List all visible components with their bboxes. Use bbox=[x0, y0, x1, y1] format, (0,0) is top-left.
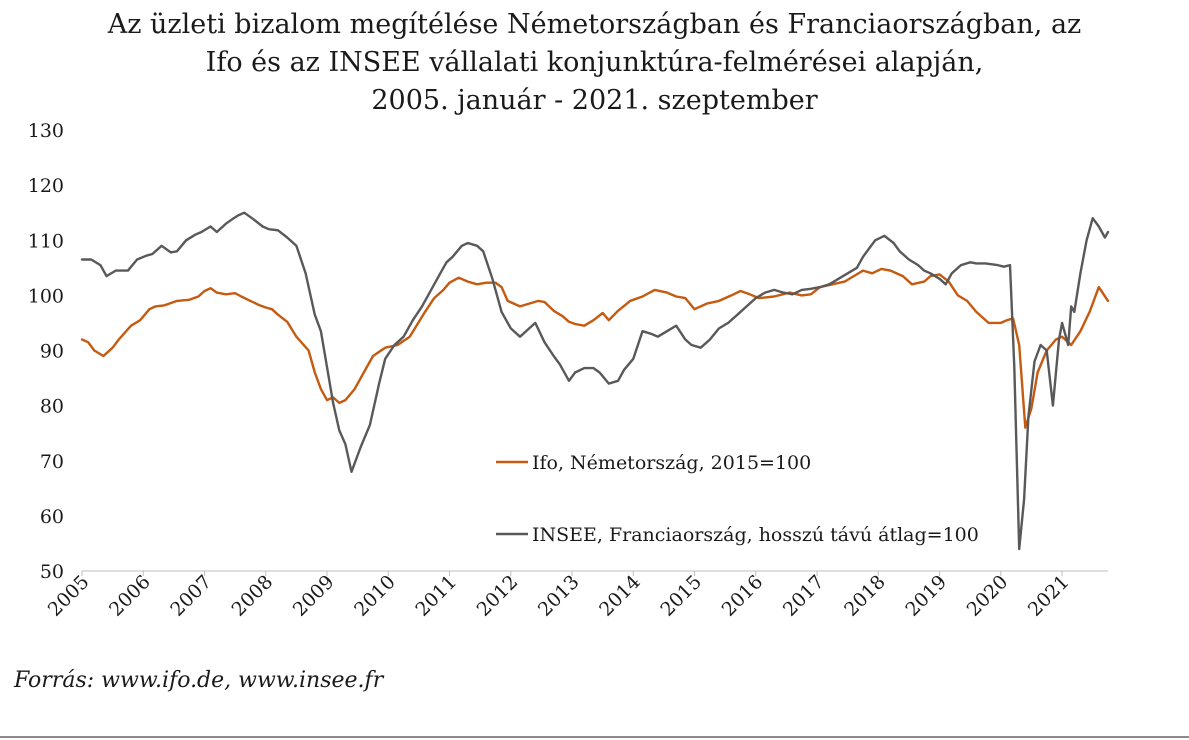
legend: Ifo, Németország, 2015=100 INSEE, Francia… bbox=[496, 452, 979, 546]
y-axis: 50 60 70 80 90 100 110 120 130 bbox=[28, 120, 64, 583]
x-tick-label: 2017 bbox=[779, 571, 829, 621]
x-tick-label: 2020 bbox=[963, 571, 1013, 621]
x-tick-label: 2006 bbox=[105, 571, 155, 621]
y-tick-label: 80 bbox=[40, 396, 64, 418]
chart-title-line-2: Ifo és az INSEE vállalati konjunktúra-fe… bbox=[205, 47, 984, 78]
y-tick-label: 60 bbox=[40, 506, 64, 528]
y-tick-label: 90 bbox=[40, 341, 64, 363]
chart-title: Az üzleti bizalom megítélése Németország… bbox=[0, 6, 1189, 120]
x-tick-label: 2009 bbox=[289, 571, 339, 621]
x-tick-label: 2012 bbox=[473, 571, 523, 621]
x-tick-label: 2019 bbox=[901, 571, 951, 621]
y-tick-label: 100 bbox=[28, 285, 64, 307]
x-tick-label: 2008 bbox=[228, 571, 278, 621]
x-tick-label: 2010 bbox=[350, 571, 400, 621]
legend-label: INSEE, Franciaország, hosszú távú átlag=… bbox=[532, 524, 979, 546]
source-note: Forrás: www.ifo.de, www.insee.fr bbox=[14, 668, 384, 693]
x-tick-label: 2021 bbox=[1024, 571, 1074, 621]
series-line-insee bbox=[80, 211, 1110, 551]
x-tick-label: 2007 bbox=[166, 571, 216, 621]
x-tick-label: 2014 bbox=[595, 571, 645, 621]
y-tick-label: 50 bbox=[40, 561, 64, 583]
x-tick-label: 2015 bbox=[656, 571, 706, 621]
x-tick-label: 2016 bbox=[718, 571, 768, 621]
x-tick-label: 2013 bbox=[534, 571, 584, 621]
line-chart: 50 60 70 80 90 100 110 120 130 2005 2006 2007 2008 2… bbox=[28, 120, 1110, 621]
x-tick-label: 2011 bbox=[411, 571, 461, 621]
y-tick-label: 130 bbox=[28, 120, 64, 142]
x-tick-label: 2018 bbox=[840, 571, 890, 621]
bottom-divider bbox=[0, 736, 1189, 738]
y-tick-label: 120 bbox=[28, 175, 64, 197]
y-tick-label: 70 bbox=[40, 451, 64, 473]
x-axis: 2005 2006 2007 2008 2009 2010 2011 2012 2013 2014… bbox=[44, 570, 1108, 621]
legend-label: Ifo, Németország, 2015=100 bbox=[532, 452, 811, 474]
chart-title-line-3: 2005. január - 2021. szeptember bbox=[371, 85, 818, 116]
y-tick-label: 110 bbox=[28, 230, 64, 252]
chart-title-line-1: Az üzleti bizalom megítélése Németország… bbox=[107, 9, 1082, 40]
series-layer bbox=[80, 211, 1110, 551]
series-line-ifo bbox=[80, 267, 1110, 429]
